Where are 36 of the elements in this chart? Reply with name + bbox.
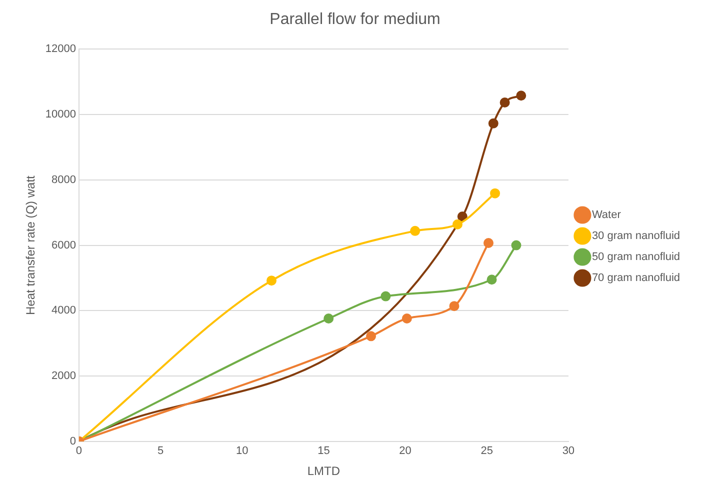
- point: [410, 226, 420, 236]
- point: [516, 90, 526, 101]
- point: [266, 276, 277, 286]
- point: [511, 240, 522, 250]
- point: [483, 238, 494, 248]
- point: [500, 97, 510, 108]
- point: [324, 314, 334, 324]
- x-tick-label: 10: [236, 445, 248, 458]
- legend-label: 50 gram nanofluid: [592, 251, 680, 264]
- x-tick-label: 20: [399, 445, 412, 458]
- point: [486, 274, 497, 285]
- chart-title: Parallel flow for medium: [270, 11, 440, 28]
- x-tick-label: 5: [158, 445, 164, 458]
- y-tick-label: 2000: [52, 370, 76, 382]
- legend-label: 30 gram nanofluid: [592, 230, 680, 242]
- y-axis-title: Heat transfer rate (Q) watt: [24, 174, 38, 315]
- x-tick-label: 25: [480, 445, 493, 458]
- y-tick-label: 6000: [52, 239, 76, 252]
- point: [402, 314, 412, 324]
- x-tick-label: 15: [318, 445, 330, 458]
- legend-label: Water: [592, 209, 622, 222]
- point: [380, 291, 391, 302]
- legend-label: 70 gram nanofluid: [592, 272, 680, 284]
- point: [449, 301, 460, 312]
- x-axis-title: LMTD: [307, 464, 340, 478]
- point: [452, 219, 462, 230]
- y-tick-label: 10000: [45, 108, 76, 121]
- point: [490, 188, 500, 198]
- y-tick-label: 12000: [45, 43, 76, 56]
- x-tick-label: 30: [562, 445, 575, 458]
- point: [366, 331, 376, 342]
- y-tick-label: 4000: [52, 304, 76, 317]
- point: [457, 212, 468, 222]
- y-tick-label: 8000: [52, 174, 76, 186]
- y-tick-label: 0: [70, 435, 76, 448]
- point: [488, 118, 498, 128]
